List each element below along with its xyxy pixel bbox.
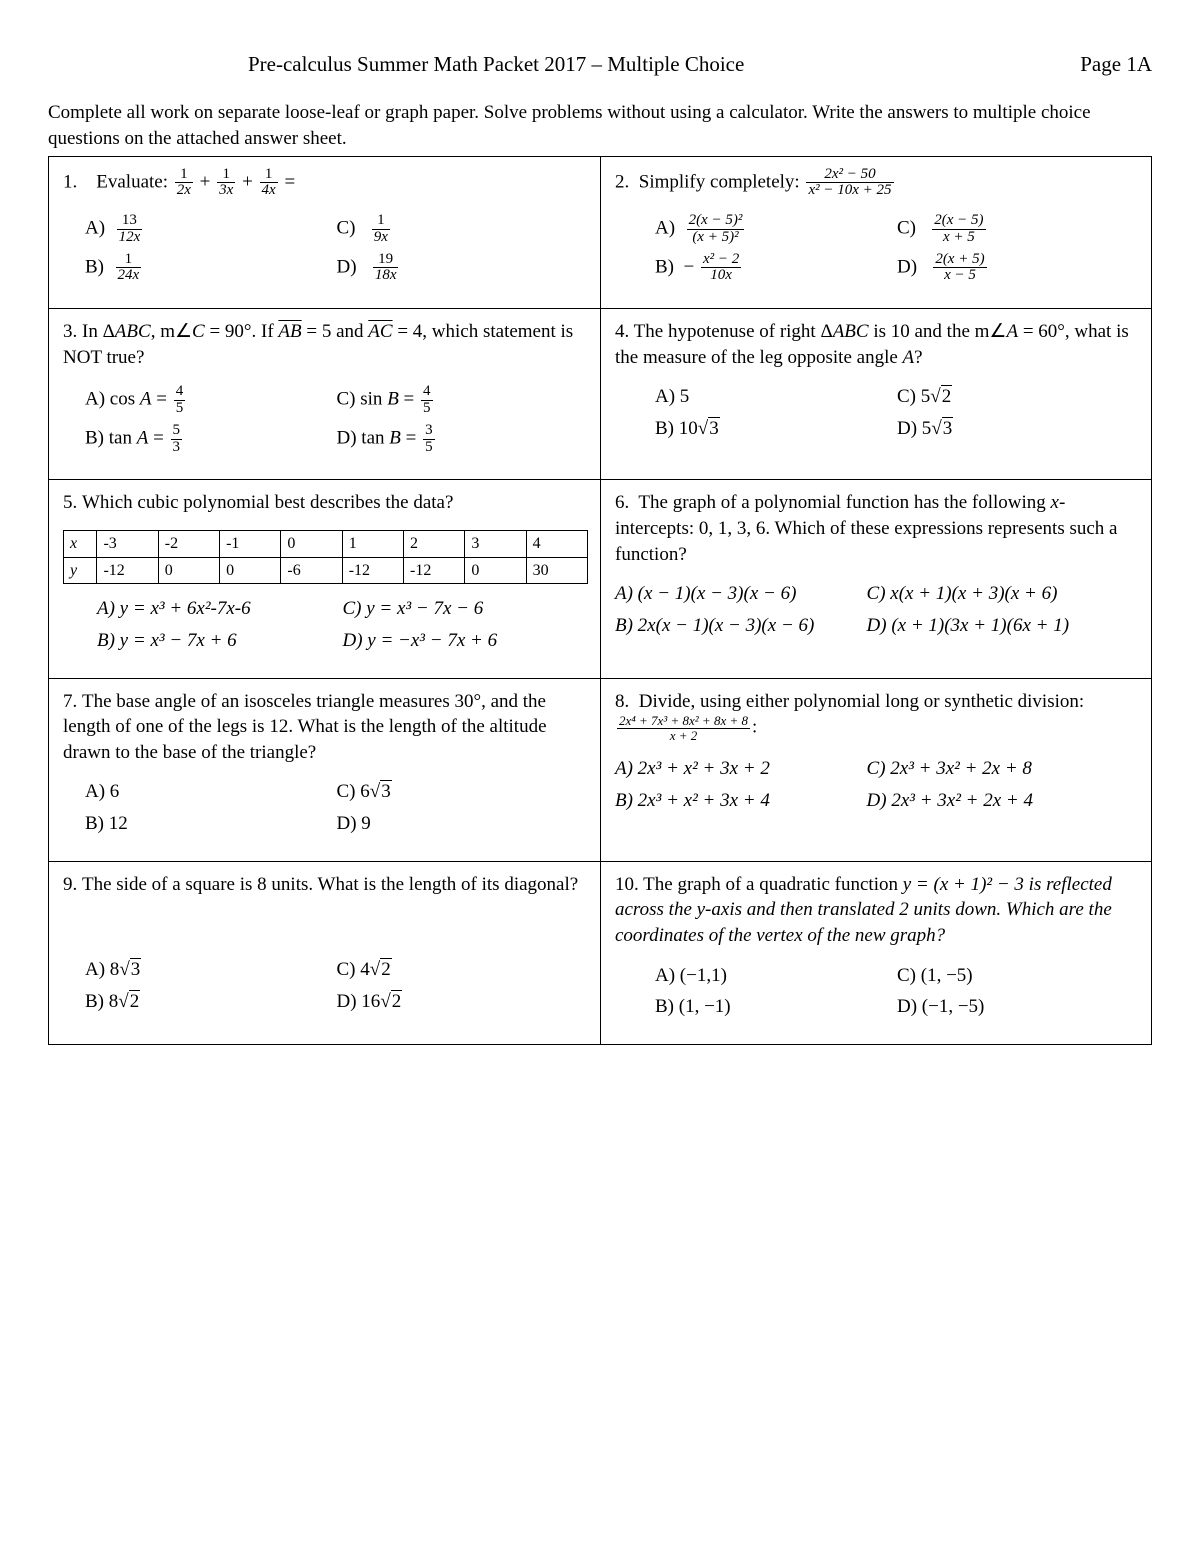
q9-choice-d: D) 16√2 bbox=[337, 989, 589, 1015]
q10-choice-d: D) (−1, −5) bbox=[897, 994, 1139, 1020]
q7-choice-d: D) 9 bbox=[337, 811, 589, 837]
q5-data-table: x -3-2-10 1234 y -1200-6 -12-12030 bbox=[63, 530, 588, 584]
q8-number: 8. bbox=[615, 691, 629, 712]
q3-choice-b: B) tan A = 53 bbox=[85, 423, 337, 456]
question-2: 2. Simplify completely: 2x² − 50x² − 10x… bbox=[600, 157, 1151, 309]
q1-choice-b: B) 124x bbox=[85, 252, 337, 285]
q2-choice-a: A) 2(x − 5)²(x + 5)² bbox=[655, 213, 897, 246]
q1-choice-c: C) 19x bbox=[337, 213, 589, 246]
q6-choice-c: C) x(x + 1)(x + 3)(x + 6) bbox=[867, 581, 1139, 607]
q5-prompt: Which cubic polynomial best describes th… bbox=[82, 492, 453, 513]
q1-lead: Evaluate: bbox=[96, 171, 173, 192]
question-6: 6. The graph of a polynomial function ha… bbox=[600, 480, 1151, 677]
q9-prompt: The side of a square is 8 units. What is… bbox=[82, 874, 578, 895]
q4-choice-a: A) 5 bbox=[655, 384, 897, 410]
q2-choice-c: C) 2(x − 5)x + 5 bbox=[897, 213, 1139, 246]
q8-choice-c: C) 2x³ + 3x² + 2x + 8 bbox=[867, 756, 1139, 782]
q4-choice-d: D) 5√3 bbox=[897, 416, 1139, 442]
q2-choice-d: D) 2(x + 5)x − 5 bbox=[897, 252, 1139, 285]
q5-choice-d: D) y = −x³ − 7x + 6 bbox=[343, 628, 589, 654]
q8-choice-d: D) 2x³ + 3x² + 2x + 4 bbox=[867, 788, 1139, 814]
q9-choice-c: C) 4√2 bbox=[337, 957, 589, 983]
q6-choice-b: B) 2x(x − 1)(x − 3)(x − 6) bbox=[615, 613, 867, 639]
q6-choice-d: D) (x + 1)(3x + 1)(6x + 1) bbox=[867, 613, 1139, 639]
question-4: 4. The hypotenuse of right ΔABC is 10 an… bbox=[600, 309, 1151, 479]
q6-choice-a: A) (x − 1)(x − 3)(x − 6) bbox=[615, 581, 867, 607]
question-10: 10. The graph of a quadratic function y … bbox=[600, 862, 1151, 1044]
header-title: Pre-calculus Summer Math Packet 2017 – M… bbox=[248, 50, 744, 78]
q4-choice-c: C) 5√2 bbox=[897, 384, 1139, 410]
q5-number: 5. bbox=[63, 492, 77, 513]
q4-number: 4. bbox=[615, 321, 629, 342]
question-8: 8. Divide, using either polynomial long … bbox=[600, 679, 1151, 861]
q2-choice-b: B) − x² − 210x bbox=[655, 252, 897, 285]
instructions: Complete all work on separate loose-leaf… bbox=[48, 100, 1152, 151]
q4-choice-b: B) 10√3 bbox=[655, 416, 897, 442]
q7-number: 7. bbox=[63, 691, 77, 712]
q1-choice-d: D) 1918x bbox=[337, 252, 589, 285]
q8-choice-a: A) 2x³ + x² + 3x + 2 bbox=[615, 756, 867, 782]
question-5: 5. Which cubic polynomial best describes… bbox=[49, 480, 600, 677]
q7-choice-b: B) 12 bbox=[85, 811, 337, 837]
q6-number: 6. bbox=[615, 492, 629, 513]
q5-choice-a: A) y = x³ + 6x²-7x-6 bbox=[97, 596, 343, 622]
question-grid: 1. Evaluate: 12x + 13x + 14x = A) 1312x … bbox=[48, 156, 1152, 1045]
q5-choice-c: C) y = x³ − 7x − 6 bbox=[343, 596, 589, 622]
q7-choice-a: A) 6 bbox=[85, 779, 337, 805]
page-header: Pre-calculus Summer Math Packet 2017 – M… bbox=[48, 50, 1152, 78]
q3-choice-c: C) sin B = 45 bbox=[337, 384, 589, 417]
q10-number: 10. bbox=[615, 874, 639, 895]
q3-choice-a: A) cos A = 45 bbox=[85, 384, 337, 417]
question-7: 7. The base angle of an isosceles triang… bbox=[49, 679, 600, 861]
q9-choice-a: A) 8√3 bbox=[85, 957, 337, 983]
q3-number: 3. bbox=[63, 321, 77, 342]
q1-number: 1. bbox=[63, 171, 77, 192]
page-number: Page 1A bbox=[1080, 50, 1152, 78]
q7-choice-c: C) 6√3 bbox=[337, 779, 589, 805]
q9-choice-b: B) 8√2 bbox=[85, 989, 337, 1015]
q2-lead: Simplify completely: bbox=[639, 171, 805, 192]
q3-choice-d: D) tan B = 35 bbox=[337, 423, 589, 456]
q8-lead: Divide, using either polynomial long or … bbox=[639, 691, 1084, 712]
q1-choice-a: A) 1312x bbox=[85, 213, 337, 246]
q10-choice-a: A) (−1,1) bbox=[655, 963, 897, 989]
q5-choice-b: B) y = x³ − 7x + 6 bbox=[97, 628, 343, 654]
q10-choice-c: C) (1, −5) bbox=[897, 963, 1139, 989]
q2-number: 2. bbox=[615, 171, 629, 192]
question-1: 1. Evaluate: 12x + 13x + 14x = A) 1312x … bbox=[49, 157, 600, 309]
q9-number: 9. bbox=[63, 874, 77, 895]
q8-choice-b: B) 2x³ + x² + 3x + 4 bbox=[615, 788, 867, 814]
q10-choice-b: B) (1, −1) bbox=[655, 994, 897, 1020]
question-3: 3. In ΔABC, m∠C = 90°. If AB = 5 and AC … bbox=[49, 309, 600, 479]
question-9: 9. The side of a square is 8 units. What… bbox=[49, 862, 600, 1044]
q7-prompt: The base angle of an isosceles triangle … bbox=[63, 691, 547, 763]
